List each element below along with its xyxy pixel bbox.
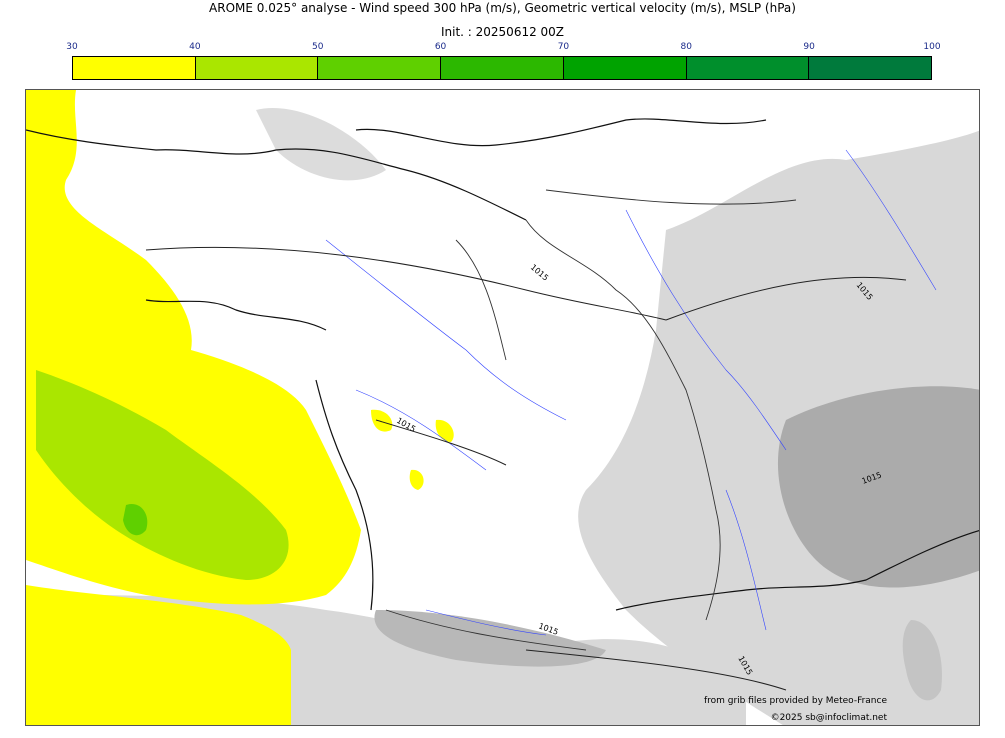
river-line <box>325 239 567 421</box>
border-line <box>525 219 721 621</box>
map-canvas: 1015 1015 1015 1015 1015 1015 <box>26 90 979 725</box>
coastlines <box>26 118 979 611</box>
tick-label: 100 <box>923 42 941 52</box>
shade-north-strip <box>256 108 386 181</box>
colorbar-segment <box>809 57 932 79</box>
colorbar-segment <box>686 57 810 79</box>
isobar-line <box>665 276 907 321</box>
isobar-line <box>525 649 787 691</box>
river-line <box>425 609 547 636</box>
isobar-label: 1015 <box>395 416 417 434</box>
tick-label: 50 <box>311 42 324 52</box>
borders <box>385 189 797 651</box>
colorbar-segment <box>441 57 564 79</box>
colorbar-ticks: 30 40 50 60 70 80 90 100 <box>66 42 940 54</box>
wind-50-60-area <box>123 504 148 536</box>
river-line <box>355 389 487 471</box>
data-credit: from grib files provided by Meteo-France <box>703 696 887 706</box>
wind-speed-fields <box>26 90 454 725</box>
coastline-brittany <box>145 299 327 331</box>
river-line <box>725 489 767 631</box>
colorbar-segment <box>195 57 319 79</box>
tick-label: 90 <box>803 42 815 52</box>
coastline-biscay <box>315 379 374 611</box>
tick-label: 30 <box>66 42 78 52</box>
rivers <box>325 149 937 636</box>
wind-40-50-area <box>36 370 289 580</box>
border-line <box>385 609 587 651</box>
border-line <box>545 189 797 205</box>
river-line <box>625 209 787 451</box>
tick-label: 80 <box>680 42 693 52</box>
tick-label: 60 <box>434 42 447 52</box>
wind-colorbar <box>72 56 932 80</box>
weather-map: 1015 1015 1015 1015 1015 1015 <box>25 89 980 726</box>
wind-30-40-south <box>26 585 291 725</box>
wind-30-40-patch <box>409 469 424 490</box>
coastline-north <box>355 118 767 147</box>
coastline-med <box>615 529 979 611</box>
isobars <box>145 246 907 691</box>
tick-label: 70 <box>557 42 570 52</box>
isobar-line <box>375 419 507 466</box>
tick-label: 40 <box>189 42 201 52</box>
isobar-line <box>145 246 667 321</box>
init-time: Init. : 20250612 00Z <box>440 25 565 39</box>
colorbar-segment <box>563 57 687 79</box>
copyright-credit: ©2025 sb@infoclimat.net <box>770 713 887 723</box>
border-line <box>455 239 507 361</box>
shade-alps <box>778 386 979 588</box>
colorbar-segment <box>318 57 442 79</box>
colorbar-segment <box>73 57 196 79</box>
isobar-label: 1015 <box>529 263 550 283</box>
shade-corsica <box>902 620 942 701</box>
river-line <box>845 149 937 291</box>
wind-30-40-patch <box>371 409 393 432</box>
coastline-channel <box>26 129 527 221</box>
map-title: AROME 0.025° analyse - Wind speed 300 hP… <box>209 1 796 15</box>
